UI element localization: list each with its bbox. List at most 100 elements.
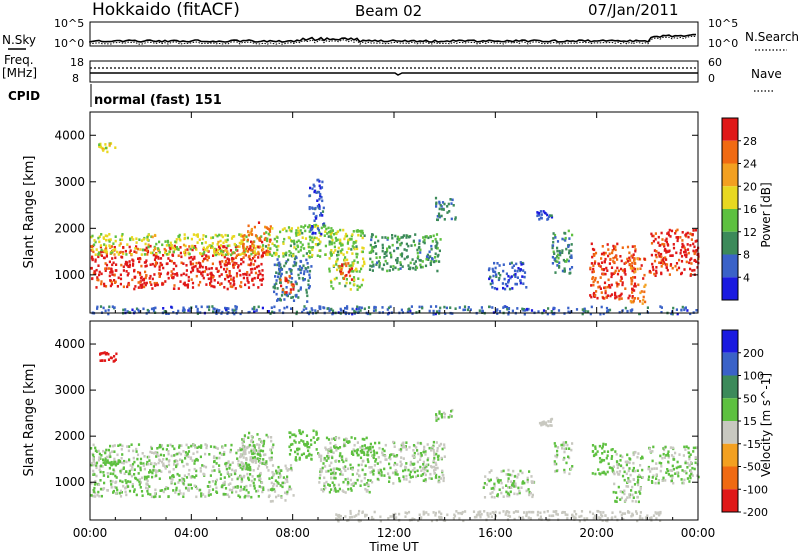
power-echo-layer (90, 142, 700, 316)
echo-cell (236, 249, 239, 252)
echo-cell (369, 449, 372, 453)
echo-cell (561, 269, 564, 273)
echo-cell (253, 255, 256, 259)
echo-cell (458, 517, 461, 520)
echo-cell (284, 499, 287, 502)
echo-cell (532, 510, 535, 514)
echo-cell (612, 490, 615, 494)
echo-cell (251, 475, 254, 478)
echo-cell (157, 454, 160, 458)
echo-cell (612, 260, 615, 263)
echo-cell (273, 482, 276, 486)
echo-cell (257, 495, 260, 498)
echo-cell (418, 242, 421, 245)
echo-cell (310, 255, 313, 258)
echo-cell (437, 417, 440, 421)
echo-cell (170, 274, 173, 277)
echo-cell (488, 471, 491, 474)
echo-cell (301, 277, 304, 280)
echo-cell (325, 480, 328, 484)
echo-cell (130, 474, 134, 478)
echo-cell (435, 305, 438, 308)
echo-cell (242, 273, 245, 276)
echo-cell (304, 224, 307, 227)
echo-cell (662, 476, 665, 480)
echo-cell (633, 276, 637, 279)
echo-cell (363, 307, 366, 311)
echo-cell (180, 255, 183, 259)
echo-cell (235, 272, 239, 275)
echo-cell (217, 309, 220, 313)
echo-cell (436, 447, 439, 450)
echo-cell (611, 448, 614, 451)
echo-cell (210, 284, 213, 288)
y-tick-label: 4000 (54, 128, 85, 142)
echo-cell (550, 215, 554, 219)
echo-cell (278, 309, 281, 312)
echo-cell (434, 511, 437, 515)
echo-cell (507, 480, 510, 483)
echo-cell (491, 511, 494, 514)
echo-cell (213, 248, 216, 252)
echo-cell (447, 202, 450, 206)
echo-cell (282, 476, 285, 479)
echo-cell (191, 268, 195, 272)
echo-cell (109, 472, 112, 475)
echo-cell (234, 287, 237, 290)
echo-cell (687, 451, 691, 455)
echo-cell (591, 450, 595, 453)
echo-cell (563, 447, 566, 451)
echo-cell (598, 457, 602, 460)
echo-cell (344, 478, 347, 481)
echo-cell (117, 253, 120, 256)
echo-cell (338, 487, 341, 491)
echo-cell (188, 252, 191, 256)
echo-cell (391, 234, 394, 237)
echo-cell (172, 468, 175, 471)
echo-cell (554, 259, 557, 263)
echo-cell (667, 473, 670, 476)
echo-cell (665, 249, 668, 253)
echo-cell (341, 271, 344, 275)
echo-cell (93, 243, 96, 247)
echo-cell (649, 470, 652, 473)
echo-cell (603, 286, 606, 290)
echo-cell (139, 284, 142, 287)
echo-cell (636, 267, 639, 271)
echo-cell (678, 258, 681, 262)
echo-cell (339, 228, 342, 232)
echo-cell (344, 232, 348, 236)
echo-cell (235, 274, 238, 278)
echo-cell (372, 263, 375, 267)
echo-cell (105, 448, 108, 452)
echo-cell (250, 459, 253, 462)
echo-cell (620, 267, 623, 271)
echo-cell (173, 454, 176, 457)
echo-cell (606, 454, 609, 457)
echo-cell (332, 232, 335, 236)
y-tick-label: 2000 (54, 429, 85, 443)
echo-cell (364, 464, 367, 468)
echo-cell (520, 263, 523, 266)
echo-cell (265, 231, 268, 234)
echo-cell (683, 308, 686, 312)
echo-cell (571, 442, 574, 445)
echo-cell (676, 268, 679, 272)
echo-cell (353, 247, 356, 251)
echo-cell (288, 254, 291, 257)
echo-cell (372, 473, 375, 476)
echo-cell (542, 309, 546, 312)
echo-cell (344, 491, 347, 494)
echo-cell (102, 149, 105, 152)
echo-cell (363, 438, 366, 441)
echo-cell (481, 310, 484, 314)
echo-cell (690, 238, 693, 241)
echo-cell (270, 451, 273, 455)
echo-cell (434, 252, 437, 256)
echo-cell (504, 513, 507, 516)
echo-cell (285, 271, 288, 274)
echo-cell (431, 445, 434, 449)
echo-cell (251, 278, 254, 282)
echo-cell (196, 269, 199, 273)
echo-cell (343, 444, 346, 447)
